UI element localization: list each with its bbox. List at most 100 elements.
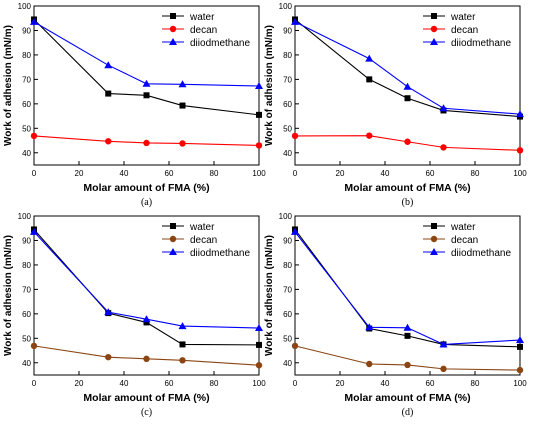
plot-frame — [294, 215, 521, 376]
legend-label: diiodmethane — [451, 248, 511, 259]
data-point-diiodmethane — [516, 110, 524, 118]
plot-frame — [33, 215, 260, 376]
chart-panel: 40 50 60 70 80 90 100 0 20 40 60 80 100 Molar amount … — [3, 2, 266, 208]
data-point-diiodmethane — [439, 340, 448, 348]
chart-panel: 40 50 60 70 80 90 100 0 20 40 60 80 100 Molar amount … — [3, 212, 266, 418]
y-tick-label: 40 — [22, 359, 31, 368]
chart-panel: 40 50 60 70 80 90 100 0 20 40 60 80 100 Molar amount … — [264, 212, 527, 418]
x-tick-label: 60 — [426, 169, 435, 178]
y-tick-label: 50 — [283, 124, 292, 133]
legend-label: water — [189, 12, 215, 23]
data-point-diiodmethane — [255, 324, 263, 332]
data-point-water — [143, 92, 150, 99]
data-point-decan — [516, 147, 524, 154]
legend-label: water — [189, 222, 215, 233]
data-point-diiodmethane — [178, 322, 187, 330]
y-tick-label: 70 — [22, 285, 31, 294]
y-tick-label: 40 — [22, 149, 31, 158]
y-axis-label: Work of adhesion (mN/m) — [3, 25, 14, 146]
data-point-decan — [255, 362, 263, 369]
y-axis-label: Work of adhesion (mN/m) — [264, 25, 275, 146]
x-axis-label: Molar amount of FMA (%) — [344, 392, 470, 404]
data-point-water — [404, 332, 411, 339]
legend-label: decan — [451, 235, 478, 246]
legend-label: water — [450, 222, 476, 233]
data-point-diiodmethane — [30, 17, 38, 25]
y-tick-label: 60 — [22, 100, 31, 109]
x-tick-label: 60 — [426, 379, 435, 388]
y-tick-label: 60 — [22, 310, 31, 319]
legend-label: diiodmethane — [451, 38, 511, 49]
data-point-water — [366, 76, 373, 83]
data-point-diiodmethane — [403, 323, 412, 331]
x-tick-label: 40 — [120, 379, 129, 388]
y-tick-label: 70 — [283, 285, 292, 294]
data-point-water — [517, 343, 523, 350]
data-point-diiodmethane — [255, 81, 263, 89]
series-line-decan — [33, 345, 260, 366]
data-point-diiodmethane — [178, 80, 187, 88]
data-point-water — [179, 102, 186, 109]
x-tick-label: 40 — [381, 379, 390, 388]
data-point-diiodmethane — [142, 315, 151, 323]
y-tick-label: 50 — [22, 334, 31, 343]
series-line-water — [294, 19, 521, 118]
legend-marker — [430, 235, 438, 243]
data-point-decan — [366, 360, 373, 368]
data-point-water — [105, 90, 112, 97]
y-tick-label: 90 — [283, 236, 292, 245]
legend-label: decan — [190, 25, 217, 36]
data-point-diiodmethane — [30, 227, 38, 235]
legend-marker — [431, 13, 437, 19]
data-point-decan — [291, 342, 299, 350]
data-point-diiodmethane — [291, 17, 299, 25]
x-tick-label: 20 — [336, 379, 345, 388]
y-axis-label: Work of adhesion (mN/m) — [264, 235, 275, 356]
series-line-diiodmethane — [33, 21, 260, 87]
x-tick-label: 60 — [165, 169, 174, 178]
x-tick-label: 100 — [513, 379, 527, 388]
x-tick-label: 40 — [381, 169, 390, 178]
plot-frame — [294, 5, 521, 166]
x-tick-label: 0 — [32, 169, 37, 178]
legend-label: diiodmethane — [190, 38, 250, 49]
data-point-decan — [291, 132, 299, 140]
y-tick-label: 100 — [279, 2, 293, 11]
legend-marker — [169, 248, 177, 255]
y-tick-label: 70 — [283, 75, 292, 84]
x-tick-label: 80 — [471, 169, 480, 178]
data-point-decan — [105, 138, 112, 145]
legend-marker — [169, 235, 177, 243]
legend-marker — [169, 25, 177, 33]
legend-marker — [170, 223, 176, 229]
legend-label: decan — [190, 235, 217, 246]
y-tick-label: 50 — [283, 334, 292, 343]
y-axis-label: Work of adhesion (mN/m) — [3, 235, 14, 356]
y-tick-label: 60 — [283, 100, 292, 109]
data-point-diiodmethane — [516, 336, 524, 344]
data-point-decan — [440, 365, 447, 373]
legend-marker — [430, 248, 438, 255]
data-point-water — [143, 319, 150, 326]
data-point-decan — [143, 355, 150, 363]
x-axis-label: Molar amount of FMA (%) — [344, 182, 470, 194]
series-line-water — [33, 19, 260, 116]
panel-label: (a) — [141, 197, 152, 208]
x-tick-label: 0 — [293, 169, 298, 178]
legend-marker — [169, 38, 177, 45]
x-axis-label: Molar amount of FMA (%) — [83, 392, 209, 404]
data-point-diiodmethane — [403, 82, 412, 90]
x-tick-label: 40 — [120, 169, 129, 178]
x-tick-label: 100 — [513, 169, 527, 178]
x-tick-label: 20 — [336, 169, 345, 178]
x-tick-label: 0 — [293, 379, 298, 388]
data-point-diiodmethane — [365, 54, 374, 62]
data-point-decan — [179, 357, 186, 364]
y-tick-label: 100 — [18, 212, 32, 221]
data-point-diiodmethane — [439, 104, 448, 112]
data-point-decan — [404, 138, 411, 145]
y-tick-label: 40 — [283, 149, 292, 158]
data-point-decan — [179, 140, 186, 147]
x-axis-label: Molar amount of FMA (%) — [83, 182, 209, 194]
